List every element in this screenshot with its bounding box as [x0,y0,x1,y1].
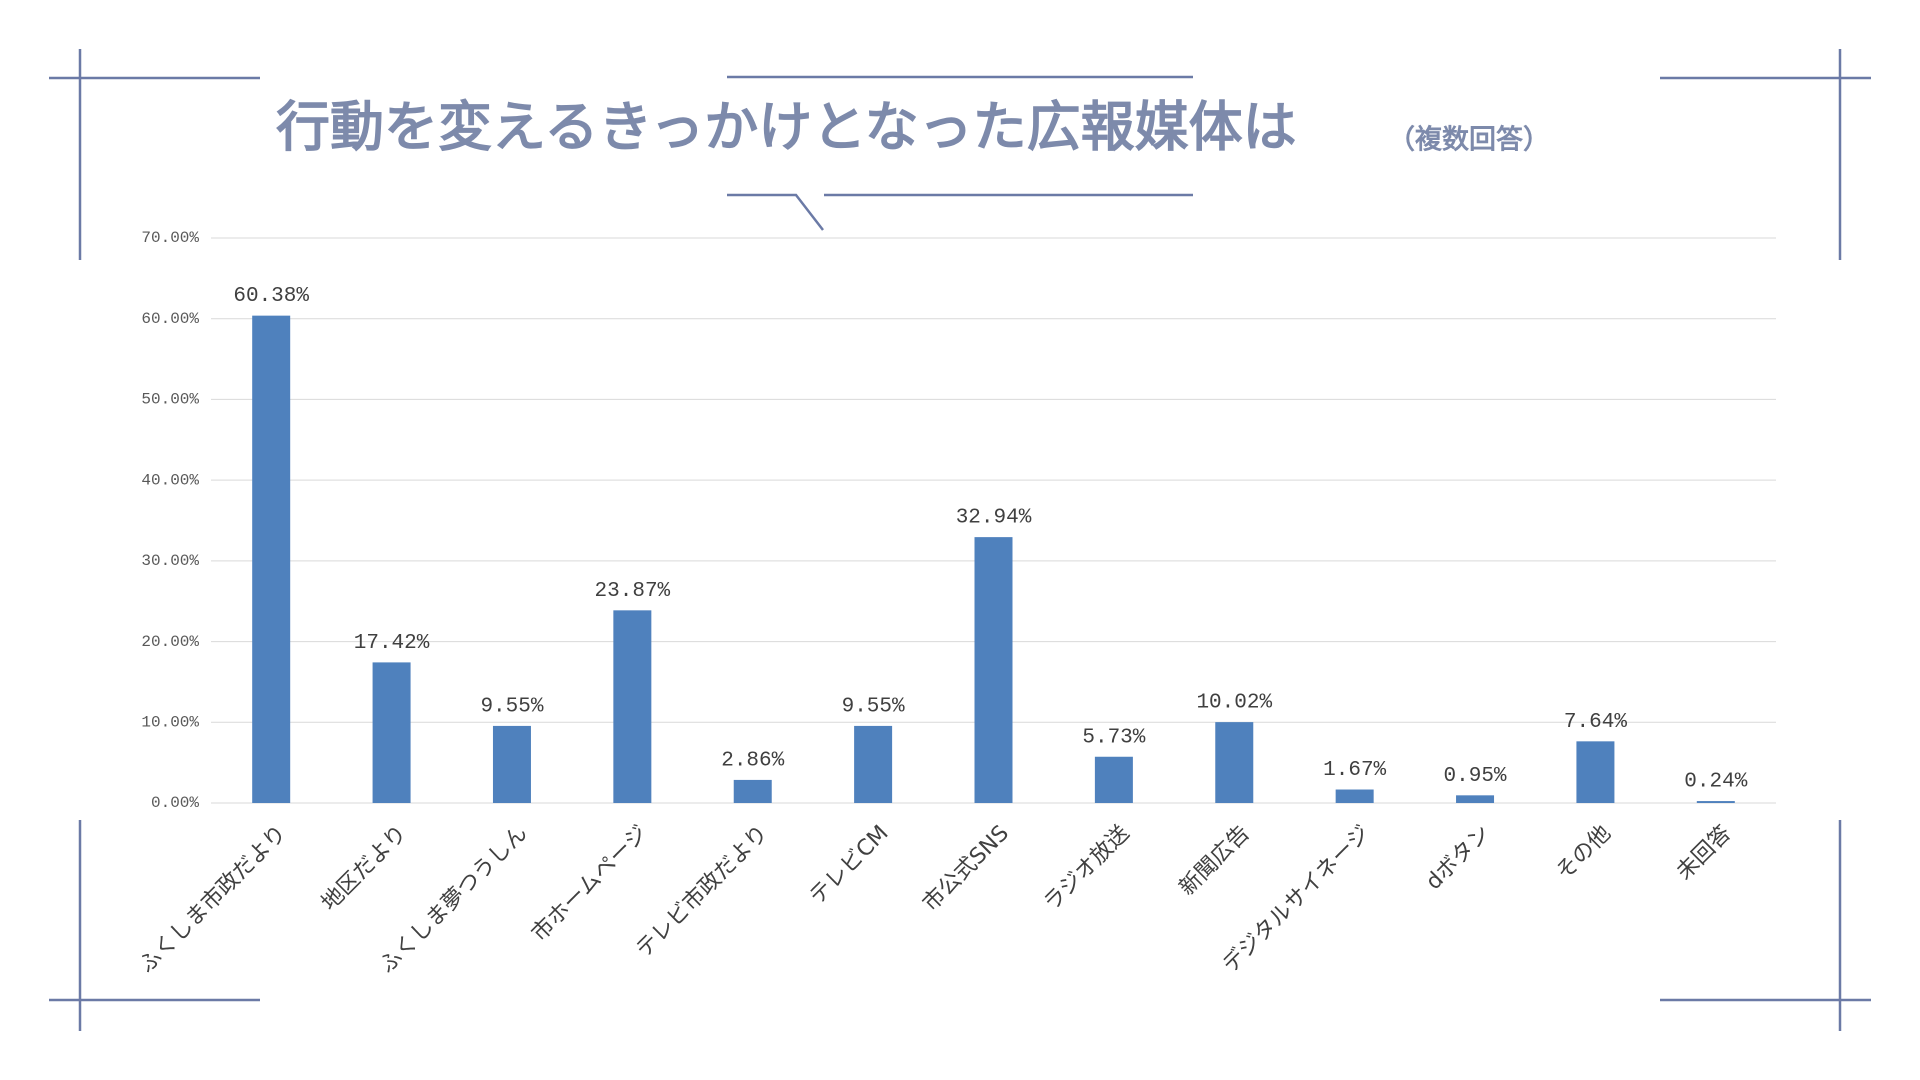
bar [492,725,531,803]
y-tick-label: 60.00% [141,310,199,328]
value-label: 0.24% [1684,771,1747,794]
value-label: 60.38% [233,285,309,308]
bar [1215,722,1254,803]
bar [1696,801,1735,803]
title-bubble [727,75,1193,231]
value-label: 32.94% [956,507,1032,530]
bar [252,315,291,803]
chart-title: 行動を変えるきっかけとなった広報媒体は [276,96,1297,159]
value-label: 5.73% [1082,726,1145,749]
chart-subtitle: （複数回答） [1388,124,1550,156]
y-tick-label: 30.00% [141,552,199,570]
x-tick-label: dボタン [1421,821,1495,895]
value-label: 2.86% [721,749,784,772]
value-label: 17.42% [354,632,430,655]
x-tick-label: 未回答 [1672,821,1736,885]
bar [854,725,893,803]
x-tick-label: 市公式SNS [918,821,1014,917]
bar [1094,756,1133,803]
value-label: 7.64% [1564,711,1627,734]
decoration [49,49,1871,1031]
value-label: 23.87% [595,580,671,603]
x-tick-label: 市ホームページ [527,821,653,947]
x-tick-label: ふくしま市政だより [134,821,291,978]
value-label: 9.55% [842,695,905,718]
x-tick-label: ラジオ放送 [1039,821,1134,916]
x-tick-label: テレビCM [805,821,894,910]
y-tick-label: 10.00% [141,714,199,732]
bar [1456,795,1495,803]
value-label: 10.02% [1196,692,1272,715]
corner-frame [49,49,1871,1031]
bar [974,537,1013,803]
bar [1335,789,1374,803]
y-tick-label: 70.00% [141,229,199,247]
y-tick-label: 0.00% [151,794,199,812]
x-tick-label: テレビ市政だより [631,821,773,963]
y-tick-label: 40.00% [141,471,199,489]
bar [733,779,772,803]
x-tick-label: 地区だより [317,821,412,916]
bar [613,610,652,803]
value-label: 9.55% [480,695,543,718]
bar [372,662,411,803]
y-tick-label: 20.00% [141,633,199,651]
y-tick-label: 50.00% [141,391,199,409]
x-tick-label: 新聞広告 [1175,821,1255,901]
value-label: 0.95% [1444,765,1507,788]
value-label: 1.67% [1323,759,1386,782]
bar [1576,741,1615,803]
x-tick-label: その他 [1552,821,1616,885]
